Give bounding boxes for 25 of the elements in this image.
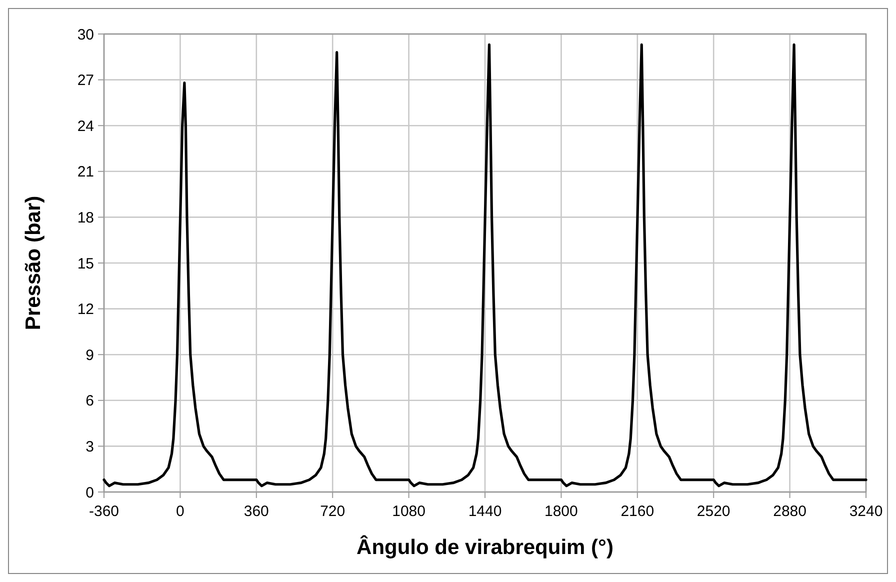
y-tick-label: 24: [77, 118, 94, 135]
y-tick-label: 21: [77, 164, 94, 181]
y-tick-label: 12: [77, 301, 94, 318]
x-tick-label: 1800: [544, 503, 578, 520]
x-tick-label: 2880: [773, 503, 806, 520]
y-tick-label: 6: [86, 392, 94, 410]
x-tick-label: 0: [176, 503, 184, 520]
y-tick-label: 18: [77, 209, 94, 226]
y-tick-label: 9: [86, 346, 94, 364]
y-tick-label: 0: [86, 484, 94, 502]
x-tick-label: 1440: [468, 503, 502, 520]
x-tick-label: 360: [244, 503, 269, 520]
line-series: [102, 43, 868, 488]
x-axis-title: Ângulo de virabrequim (°): [356, 535, 614, 559]
x-tick-label: -360: [88, 503, 120, 520]
y-axis-title: Pressão (bar): [22, 196, 45, 330]
x-tick-label: 1080: [392, 503, 426, 520]
y-tick-label: 3: [86, 438, 94, 456]
x-tick-label: 3240: [849, 503, 883, 520]
x-tick-label: 720: [320, 503, 346, 520]
x-tick-label: 2520: [696, 503, 730, 520]
x-tick-label: 2160: [620, 503, 654, 520]
y-tick-label: 15: [77, 255, 94, 272]
y-tick-label: 30: [77, 26, 94, 44]
y-tick-label: 27: [77, 72, 94, 90]
